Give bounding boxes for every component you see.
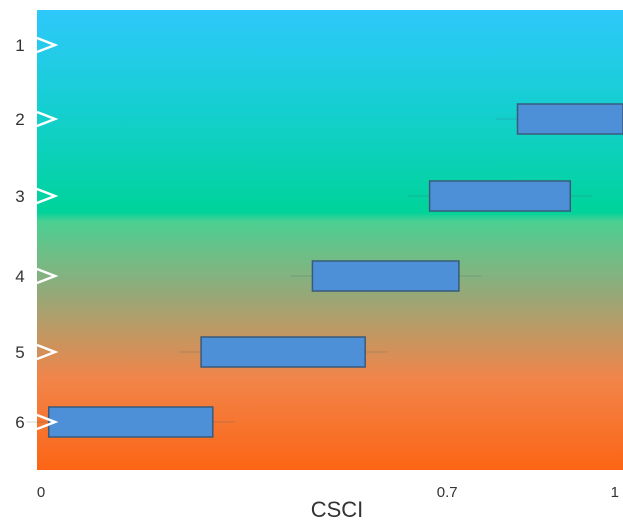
y-tick-label-2: 2	[15, 110, 24, 129]
y-tick-marker-4	[36, 267, 59, 285]
x-tick-label: 1	[611, 484, 619, 501]
y-tick-label-6: 6	[15, 413, 24, 432]
y-tick-label-5: 5	[15, 343, 24, 362]
x-tick-label: 0	[37, 484, 45, 501]
y-tick-label-1: 1	[15, 36, 24, 55]
range-bar-2	[516, 103, 623, 135]
range-bar-3	[428, 180, 572, 212]
range-bar-5	[200, 336, 366, 368]
y-tick-marker-6	[36, 413, 59, 431]
bars-layer	[26, 103, 623, 438]
y-tick-marker-2	[36, 110, 59, 128]
y-tick-label-4: 4	[15, 267, 24, 286]
range-bar-4	[311, 260, 460, 292]
plot-background	[37, 10, 623, 470]
y-tick-marker-1	[36, 36, 59, 54]
range-bar-6	[47, 406, 214, 438]
y-tick-marker-3	[36, 187, 59, 205]
x-tick-label: 0.7	[437, 484, 458, 501]
x-axis-title: CSCI	[311, 497, 364, 522]
y-axis-ticks: 1 2 3 4 5 6	[15, 36, 59, 432]
y-tick-label-3: 3	[15, 187, 24, 206]
x-axis-ticks: 0 0.7 1	[37, 484, 619, 501]
y-tick-marker-5	[36, 343, 59, 361]
